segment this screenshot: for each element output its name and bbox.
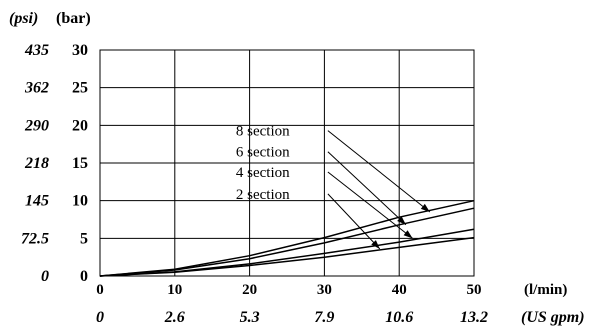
x-tick-label: 40 [392,282,407,298]
annotation-leader-line [327,130,431,213]
x-tick-label: 50 [467,282,482,298]
x-tick-label: 0 [96,282,104,298]
y-tick-label-secondary: 435 [24,42,49,59]
series-lines [99,199,475,277]
series-line-4-section [99,228,475,277]
y-tick-label: 0 [80,268,88,285]
series-annotations: 8 section 6 section 4 section 2 section [236,124,431,250]
x-axis-secondary-unit-label: (US gpm) [521,309,585,326]
series-line-2-section [99,236,475,277]
annotation-leader-line [327,151,407,226]
annotation-arrowhead [403,230,413,239]
annotation-arrowhead [397,216,406,225]
x-tick-labels: 0 0 10 2.6 20 5.3 30 7.9 40 10.6 50 13.2 [96,282,488,326]
series-annotation-label: 4 section [236,165,290,181]
y-tick-label: 10 [72,193,88,210]
x-tick-label-secondary: 13.2 [460,309,488,326]
y-tick-label: 25 [72,80,88,97]
y-tick-labels: 0 0 5 72.5 10 145 15 218 20 290 25 362 30 435 [21,42,88,285]
series-line-6-section [99,207,475,277]
x-axis-unit-label: (l/min) [524,282,567,298]
x-tick-label-secondary: 7.9 [314,309,334,326]
plot-frame [99,49,475,277]
y-tick-label-secondary: 290 [24,117,49,134]
y-tick-label: 30 [72,42,88,59]
series-annotation-label: 8 section [236,124,290,140]
y-axis-unit-label: (bar) [56,10,91,27]
y-tick-label-secondary: 218 [24,155,49,172]
annotation-arrowhead [420,203,430,212]
y-tick-label: 15 [72,155,88,172]
annotation-leader-line [327,193,381,250]
x-tick-label: 10 [167,282,182,298]
x-tick-label: 20 [242,282,257,298]
y-tick-label-secondary: 0 [41,268,49,285]
x-tick-label: 30 [317,282,332,298]
x-tick-label-secondary: 10.6 [385,309,413,326]
y-tick-label: 20 [72,117,88,134]
x-tick-label-secondary: 2.6 [164,309,185,326]
annotation-leader-line [327,171,413,239]
plot-area-border [99,49,475,277]
x-tick-label-secondary: 5.3 [240,309,260,326]
series-annotation-label: 2 section [236,187,290,203]
y-axis-secondary-unit-label: (psi) [9,10,38,27]
y-tick-label-secondary: 72.5 [21,230,49,247]
series-annotation-label: 6 section [236,145,290,161]
x-tick-label-secondary: 0 [96,309,104,326]
grid-lines [99,49,475,277]
annotation-arrowhead [371,240,380,249]
y-tick-label-secondary: 145 [25,193,49,210]
y-tick-label: 5 [80,230,88,247]
y-tick-label-secondary: 362 [24,80,49,97]
